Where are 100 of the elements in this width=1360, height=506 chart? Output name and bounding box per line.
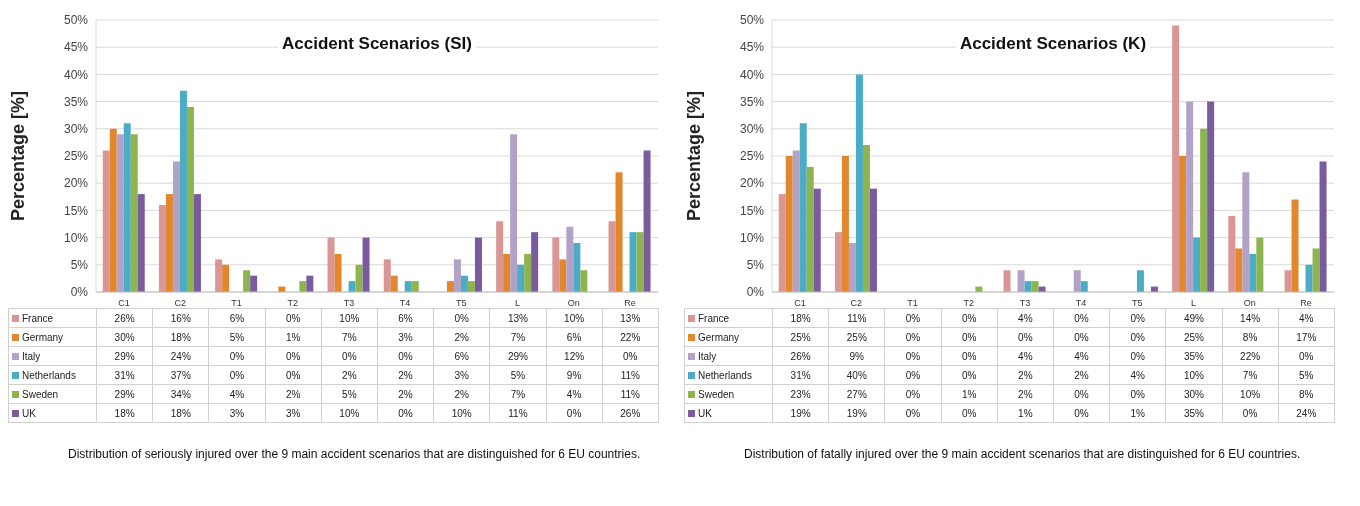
x-tick-label: L — [1190, 298, 1197, 309]
data-label: 23% — [772, 384, 829, 404]
data-label: 25% — [772, 327, 829, 347]
bar — [862, 145, 870, 292]
data-label: 0% — [1109, 384, 1166, 404]
data-label: 18% — [152, 403, 209, 423]
bar — [1186, 101, 1194, 292]
bar — [1284, 270, 1292, 292]
data-label: 1% — [997, 403, 1054, 423]
data-label: 1% — [1109, 403, 1166, 423]
text: Accident Scenarios (K) — [955, 34, 1151, 53]
data-label: 0% — [1053, 308, 1110, 328]
y-tick-label: 10% — [63, 230, 89, 245]
bar — [559, 259, 567, 292]
bar — [404, 281, 412, 292]
data-label: 0% — [941, 403, 998, 423]
data-label: 0% — [1109, 327, 1166, 347]
data-label: 7% — [489, 384, 546, 404]
data-label: 10% — [546, 308, 603, 328]
x-tick-label: L — [514, 298, 521, 309]
bar — [250, 275, 258, 292]
bar — [215, 259, 223, 292]
data-label: 0% — [941, 308, 998, 328]
data-label: 0% — [208, 365, 266, 385]
x-tick-label: On — [567, 298, 580, 309]
data-label: 6% — [377, 308, 434, 328]
data-label: 31% — [96, 365, 153, 385]
bar — [496, 221, 504, 292]
data-label: 18% — [772, 308, 829, 328]
data-label: 37% — [152, 365, 209, 385]
bar — [792, 150, 800, 292]
data-label: 0% — [884, 327, 942, 347]
bar — [116, 134, 124, 292]
data-label: 11% — [602, 384, 659, 404]
data-label: 10% — [321, 403, 378, 423]
data-label: 14% — [1222, 308, 1279, 328]
legend-label: Germany — [8, 327, 97, 347]
data-label: 5% — [489, 365, 546, 385]
data-label: 0% — [941, 365, 998, 385]
data-label: 10% — [1222, 384, 1279, 404]
x-tick-label: Re — [624, 298, 636, 309]
bar — [243, 270, 251, 292]
y-axis-title: Percentage [%] — [8, 90, 29, 222]
bar — [580, 270, 588, 292]
legend-label: Italy — [684, 346, 773, 366]
bar — [1024, 281, 1032, 292]
bar — [615, 172, 623, 292]
bar — [636, 232, 644, 292]
data-label: 2% — [321, 365, 378, 385]
bar — [1179, 156, 1187, 292]
x-tick-label: T2 — [287, 298, 298, 309]
data-label: 4% — [208, 384, 266, 404]
data-label: 0% — [884, 346, 942, 366]
data-label: 26% — [602, 403, 659, 423]
bar — [446, 281, 454, 292]
y-tick-label: 35% — [63, 94, 89, 109]
bar — [1228, 215, 1236, 292]
data-label: 25% — [828, 327, 885, 347]
bar — [1291, 199, 1299, 292]
data-label: 34% — [152, 384, 209, 404]
data-label: 6% — [208, 308, 266, 328]
bar — [1172, 25, 1180, 292]
data-label: 19% — [828, 403, 885, 423]
bar — [453, 259, 461, 292]
data-label: 0% — [208, 346, 266, 366]
legend-label: France — [684, 308, 773, 328]
y-tick-label: 50% — [739, 13, 765, 28]
x-tick-label: T5 — [1132, 298, 1143, 309]
x-tick-label: C1 — [794, 298, 806, 309]
legend-label: UK — [684, 403, 773, 423]
data-label: 0% — [1053, 327, 1110, 347]
bar — [524, 253, 532, 292]
bar — [531, 232, 539, 292]
bar — [172, 161, 180, 292]
y-tick-label: 30% — [63, 122, 89, 137]
bar — [179, 90, 187, 292]
bar — [306, 275, 314, 292]
data-label: 6% — [433, 346, 490, 366]
legend-label: Germany — [684, 327, 773, 347]
data-label: 0% — [1109, 308, 1166, 328]
data-label: 9% — [828, 346, 885, 366]
data-label: 2% — [377, 365, 434, 385]
y-tick-label: 0% — [70, 285, 89, 300]
bar — [158, 204, 166, 292]
bar — [1136, 270, 1144, 292]
bar — [299, 281, 307, 292]
data-label: 11% — [489, 403, 546, 423]
data-label: 0% — [1109, 346, 1166, 366]
y-tick-label: 5% — [70, 258, 89, 273]
x-tick-label: T4 — [1075, 298, 1087, 309]
bar — [855, 74, 863, 292]
data-label: 25% — [1165, 327, 1222, 347]
x-tick-label: T2 — [963, 298, 974, 309]
y-tick-label: 15% — [739, 203, 765, 218]
bar — [806, 166, 814, 292]
data-label: 26% — [772, 346, 829, 366]
bar — [222, 264, 230, 292]
legend-label: Sweden — [8, 384, 97, 404]
bar — [193, 194, 201, 292]
data-label: 0% — [602, 346, 659, 366]
